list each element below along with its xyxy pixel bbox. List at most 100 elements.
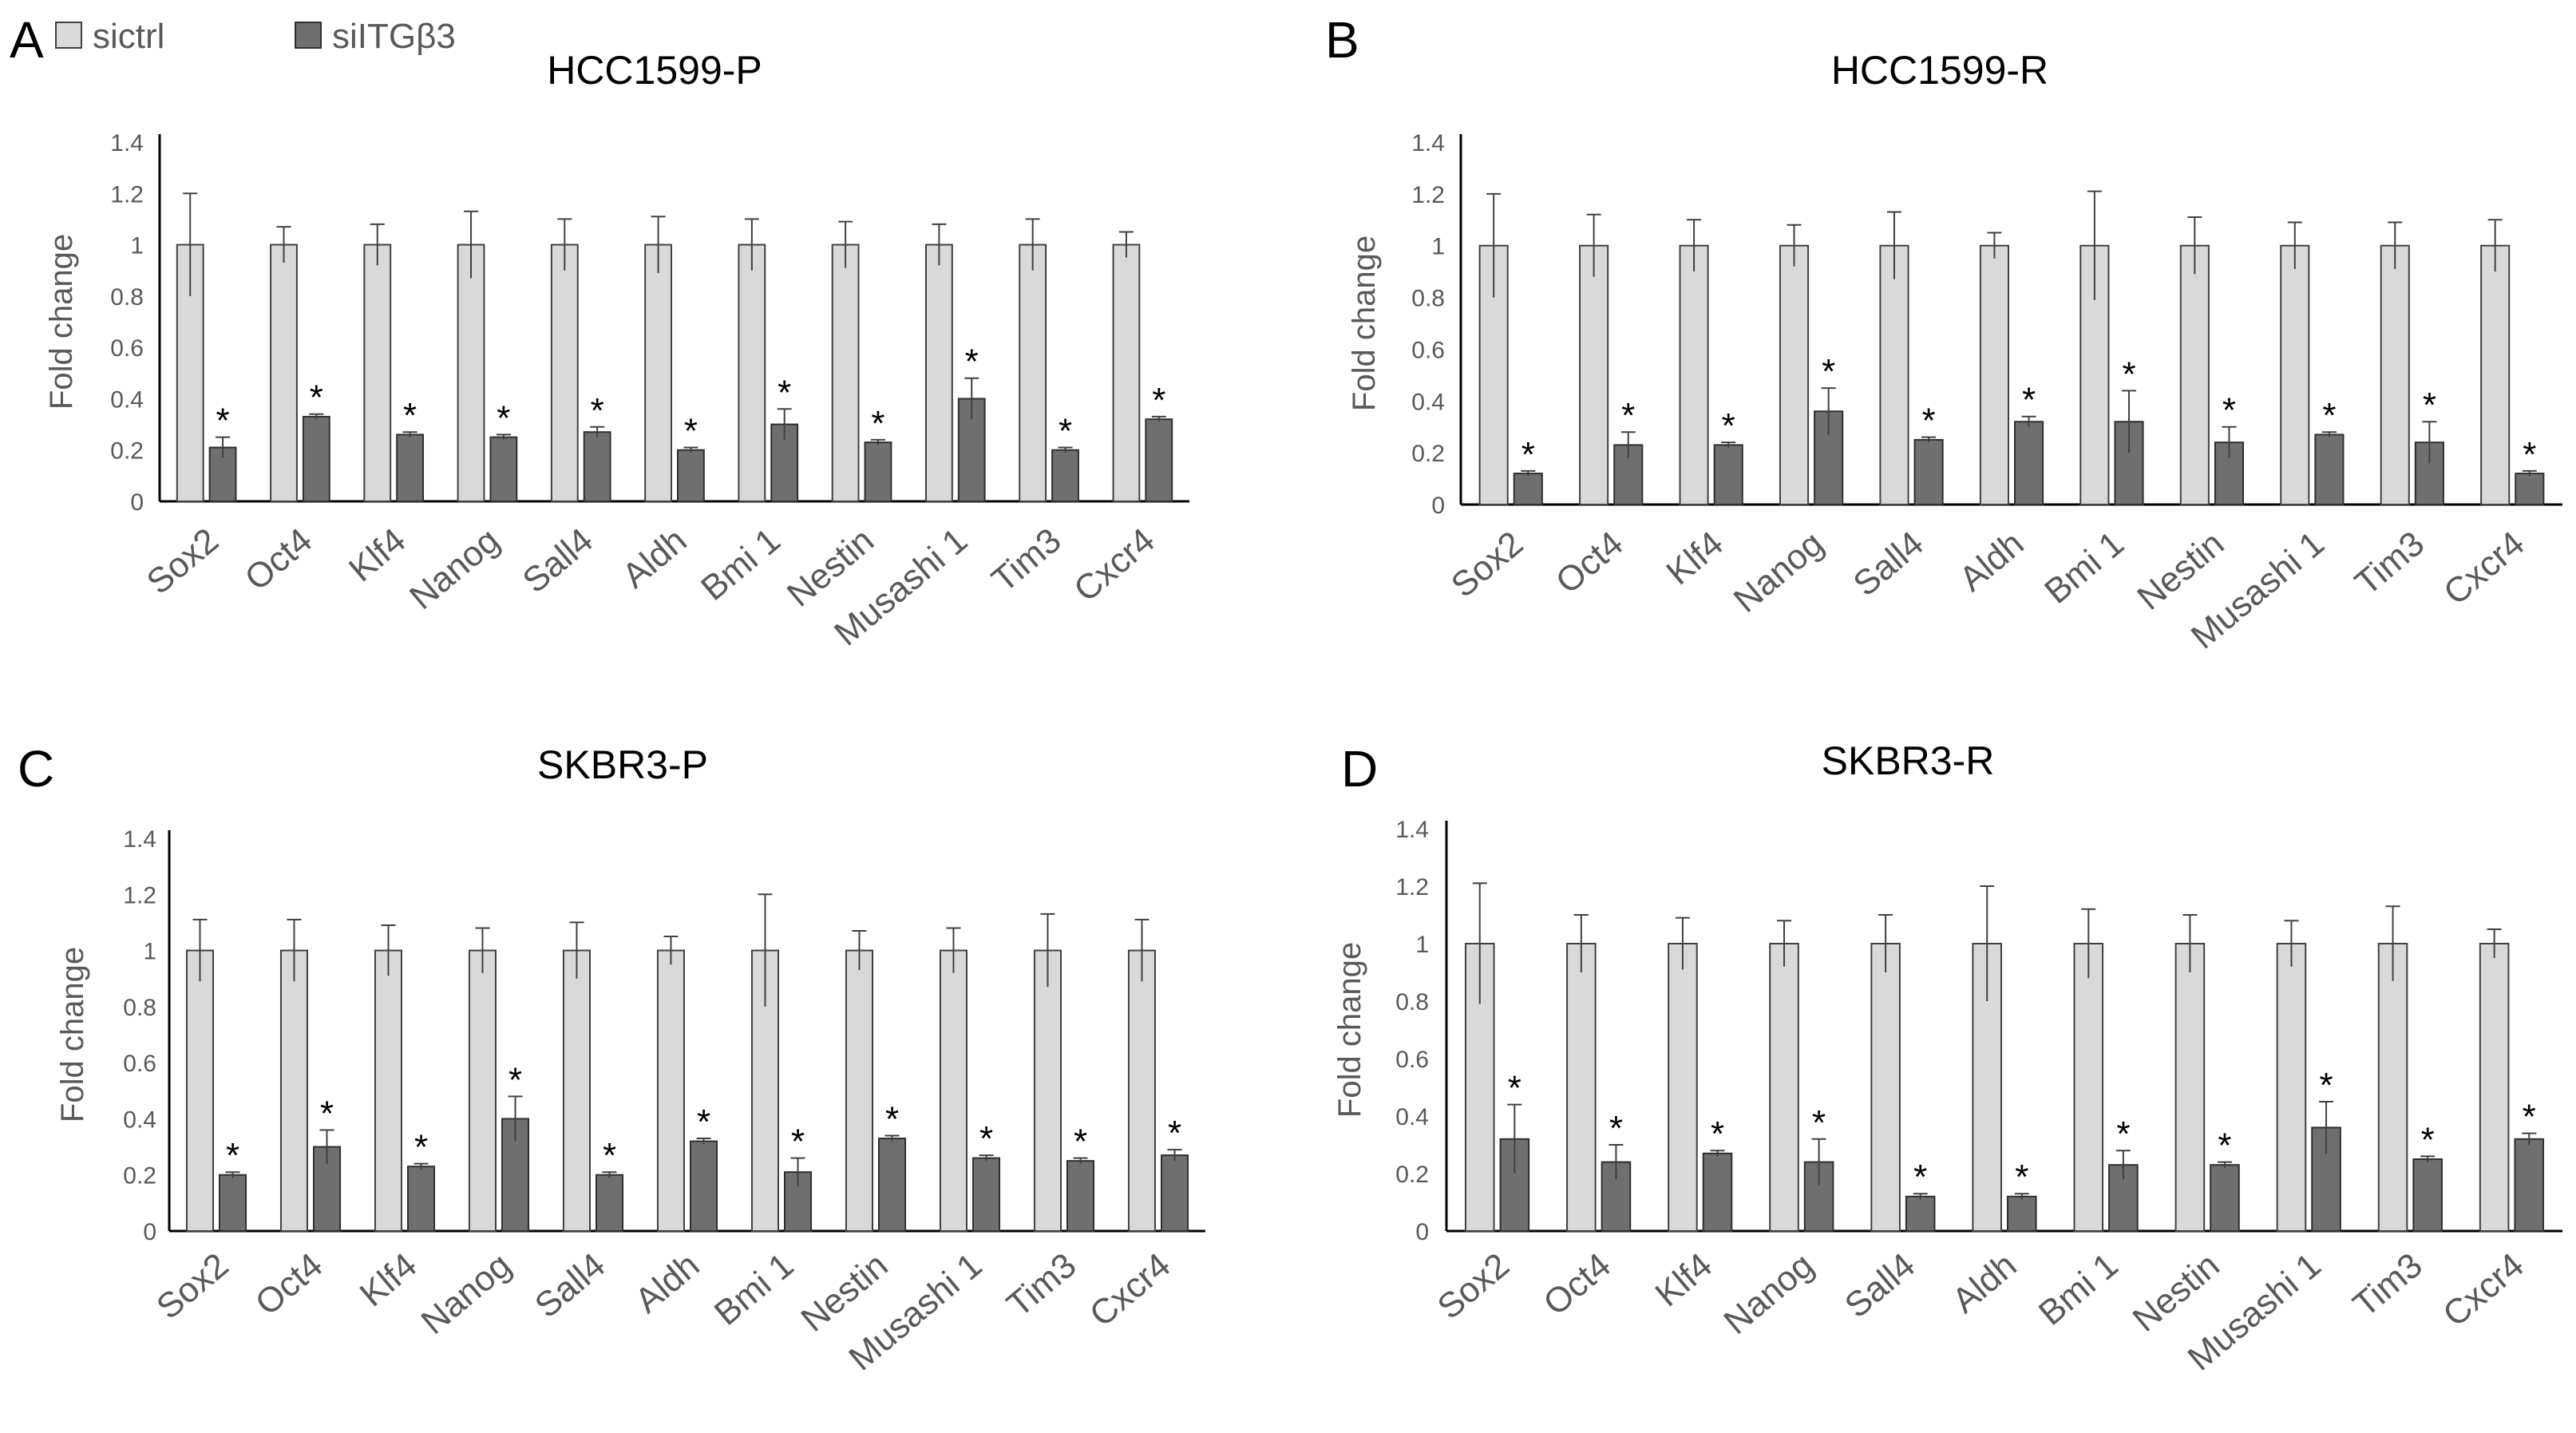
y-tick-label: 0.2 (1395, 1162, 1429, 1188)
y-tick-label: 0.6 (1395, 1047, 1429, 1073)
significance-star: * (591, 391, 604, 430)
bar-sictrl (1112, 243, 1141, 502)
bar-siitgb3 (219, 1174, 247, 1232)
chart-title: HCC1599-R (1831, 48, 2048, 93)
bar-sictrl (939, 949, 967, 1232)
significance-star: * (1609, 1109, 1623, 1148)
bar-siitgb3 (1066, 1160, 1095, 1232)
bar-sictrl (1779, 244, 1810, 505)
y-axis-label: Fold change (44, 234, 79, 410)
bar-sictrl (1668, 943, 1698, 1232)
x-tick-label: Nanog (414, 1245, 519, 1342)
significance-star: * (1922, 402, 1936, 441)
bar-siitgb3 (1051, 449, 1079, 503)
x-tick-label: Tim3 (2346, 1245, 2430, 1324)
bar-sictrl (1879, 244, 1909, 505)
bar-sictrl (550, 243, 579, 502)
significance-star: * (979, 1119, 993, 1158)
chart-panel-a: A HCC1599-P Fold change 0 0.2 0.4 0.6 0.8 1 1.2 1.… (10, 11, 1189, 654)
y-tick-label: 0.6 (123, 1051, 156, 1077)
y-tick-label: 1.4 (110, 130, 144, 156)
significance-star: * (2423, 386, 2436, 425)
x-tick-label: Sox2 (1444, 524, 1530, 605)
y-tick-label: 0.8 (1395, 989, 1429, 1015)
significance-star: * (2421, 1120, 2435, 1159)
x-tick-label: Klf4 (1659, 524, 1731, 592)
panel-label: D (1341, 740, 1378, 798)
bar-siitgb3 (690, 1140, 718, 1232)
bar-sictrl (1579, 244, 1609, 505)
chart-panel-b: B HCC1599-R Fold change 0 0.2 0.4 0.6 0.8 1 1.2 1.… (1325, 11, 2562, 657)
bar-siitgb3 (1905, 1195, 1936, 1233)
significance-star: * (778, 373, 791, 412)
bar-sictrl (2479, 943, 2510, 1232)
bar-siitgb3 (2515, 473, 2545, 505)
x-tick-label: Cxcr4 (1066, 521, 1162, 609)
significance-star: * (1168, 1114, 1181, 1153)
bar-sictrl (738, 243, 766, 502)
x-tick-label: Sall4 (1838, 1245, 1922, 1325)
legend-label-siitgb3: siITGβ3 (332, 17, 456, 56)
chart-panel-c: C SKBR3-P Fold change 0 0.2 0.4 0.6 0.8 1 1.2 1.4 *… (18, 740, 1205, 1379)
chart-title: HCC1599-P (547, 48, 762, 93)
significance-star: * (2218, 1126, 2231, 1166)
bar-siitgb3 (407, 1166, 436, 1232)
significance-star: * (684, 412, 698, 451)
bar-sictrl (2377, 943, 2408, 1232)
bar-sictrl (644, 243, 672, 502)
y-tick-label: 1.2 (1395, 874, 1429, 901)
y-tick-label: 1.2 (110, 181, 144, 208)
x-tick-label: Nanog (1727, 524, 1831, 620)
x-tick-label: Aldh (1945, 1245, 2024, 1320)
bar-sictrl (2380, 244, 2410, 505)
y-tick-label: 0.4 (1411, 389, 1445, 415)
bar-sictrl (468, 949, 497, 1232)
significance-star: * (2122, 354, 2135, 394)
bar-sictrl (2276, 943, 2307, 1232)
x-tick-label: Klf4 (353, 1245, 425, 1314)
significance-star: * (2022, 381, 2036, 420)
x-tick-label: Sox2 (1430, 1245, 1517, 1327)
bar-sictrl (2174, 943, 2206, 1232)
y-tick-label: 0.8 (110, 284, 144, 311)
chart-panel-d: D SKBR3-R Fold change 0 0.2 0.4 0.6 0.8 1 1.2 1.4 *… (1332, 738, 2562, 1379)
x-tick-label: Oct4 (248, 1245, 330, 1323)
significance-star: * (1822, 352, 1835, 391)
bar-siitgb3 (878, 1138, 907, 1232)
significance-star: * (1521, 435, 1535, 474)
significance-star: * (791, 1122, 805, 1162)
x-tick-label: Cxcr4 (2436, 524, 2532, 612)
significance-star: * (871, 404, 884, 443)
x-tick-label: Sall4 (516, 521, 600, 600)
bar-sictrl (374, 949, 402, 1232)
x-tick-label: Bmi 1 (2032, 1245, 2126, 1333)
significance-star: * (603, 1136, 616, 1175)
y-tick-label: 1 (1431, 234, 1445, 260)
x-tick-label: Aldh (615, 521, 694, 596)
bar-siitgb3 (677, 449, 705, 503)
y-axis-label: Fold change (55, 947, 90, 1122)
y-tick-label: 0.6 (110, 335, 144, 362)
bar-sictrl (1127, 949, 1156, 1232)
bar-siitgb3 (302, 415, 330, 503)
significance-star: * (1812, 1103, 1826, 1142)
x-tick-label: Klf4 (342, 521, 414, 589)
x-tick-label: Klf4 (1648, 1245, 1720, 1314)
y-tick-label: 1.2 (123, 882, 156, 908)
bar-sictrl (1769, 943, 1799, 1232)
bar-sictrl (1566, 943, 1597, 1232)
x-tick-label: Bmi 1 (694, 521, 788, 608)
x-tick-label: Sox2 (149, 1245, 235, 1327)
bar-siitgb3 (972, 1157, 1001, 1232)
panel-label: B (1325, 11, 1359, 69)
y-tick-label: 1 (1415, 932, 1429, 958)
bar-sictrl (1019, 243, 1047, 502)
x-tick-label: Sall4 (1846, 524, 1931, 604)
bar-sictrl (2480, 244, 2511, 505)
legend: sictrl siITGβ3 (55, 17, 456, 56)
bar-siitgb3 (1713, 444, 1743, 506)
bar-siitgb3 (2514, 1138, 2545, 1233)
x-tick-label: Oct4 (238, 521, 320, 598)
bar-siitgb3 (957, 398, 986, 502)
